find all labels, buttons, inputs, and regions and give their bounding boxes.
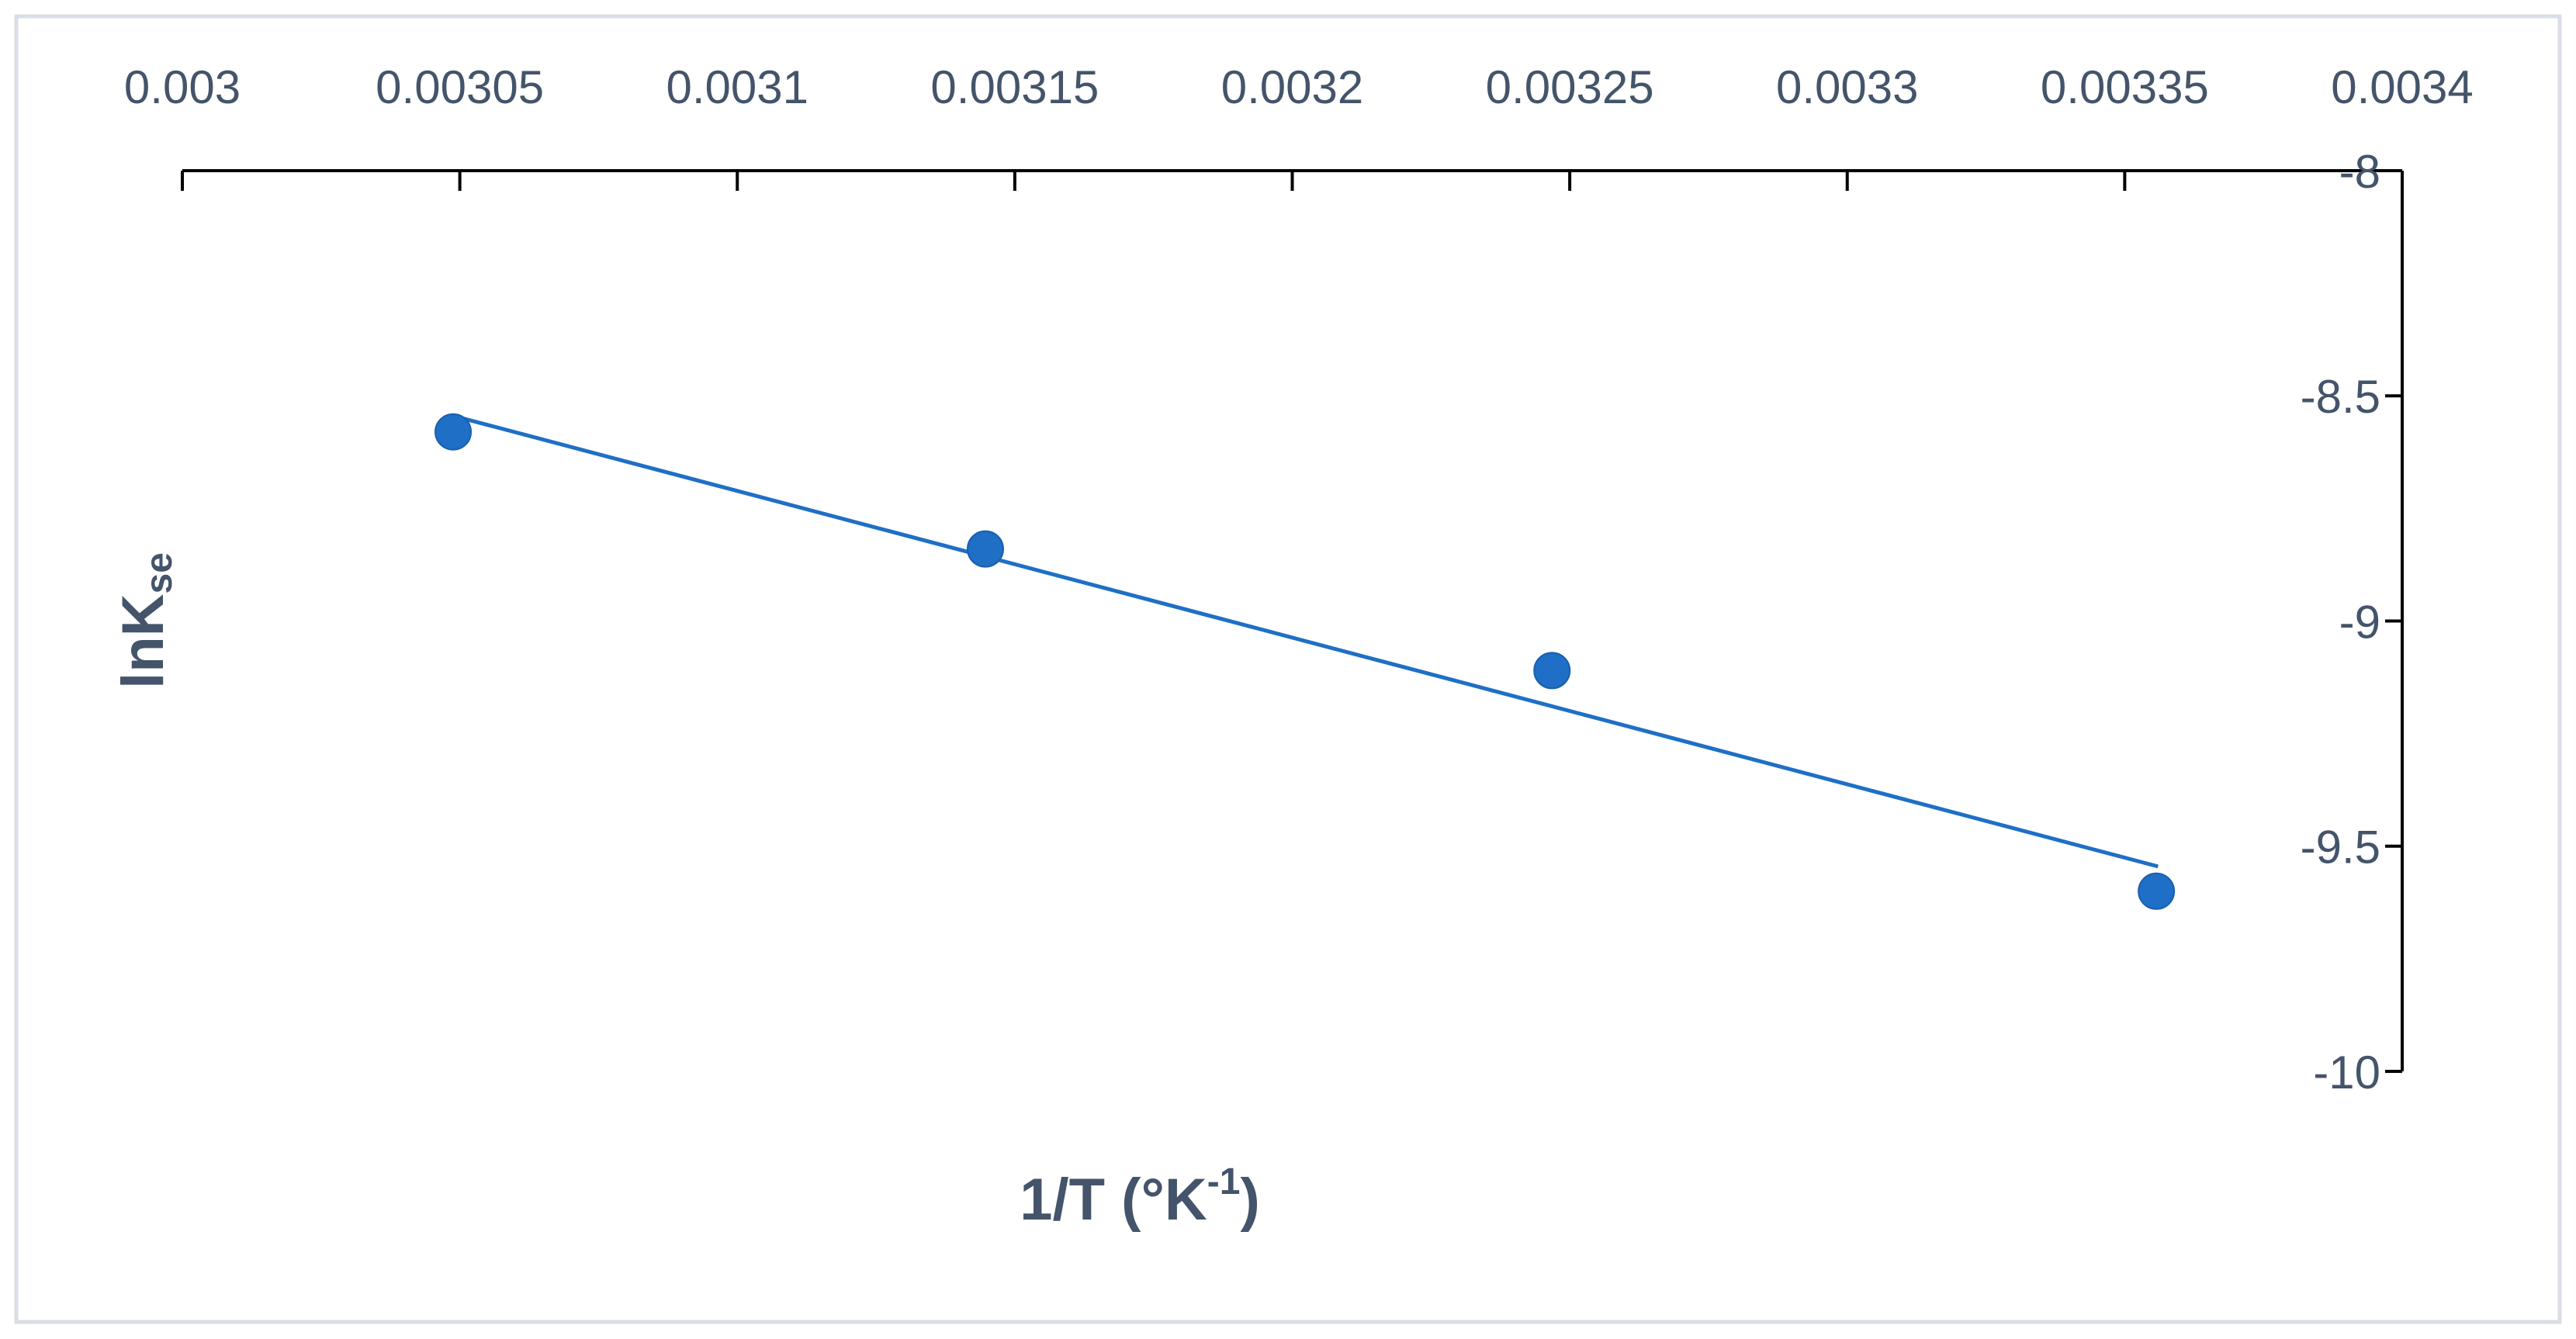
x-tick-label: 0.0034 [2331, 61, 2474, 113]
x-tick-label: 0.0032 [1221, 61, 1364, 113]
chart-frame [14, 14, 2562, 1324]
x-tick-label: 0.0031 [666, 61, 808, 113]
y-label-text: lnK [110, 593, 176, 689]
x-tick-label: 0.00325 [1486, 61, 1654, 113]
x-axis-label: 1/T (°K-1) [1020, 1161, 1260, 1233]
data-point [435, 413, 473, 451]
x-tick-label: 0.00335 [2041, 61, 2209, 113]
x-tick-label: 0.00305 [376, 61, 544, 113]
y-label-sub: se [139, 552, 180, 593]
x-label-end: ) [1240, 1167, 1259, 1233]
y-axis-label: lnKse [110, 552, 180, 689]
data-point [1533, 652, 1571, 690]
trendline [453, 413, 2159, 869]
data-point [966, 530, 1004, 568]
y-tick-label: -9 [2339, 596, 2380, 648]
x-label-sup: -1 [1207, 1161, 1241, 1202]
y-tick-label: -9.5 [2301, 822, 2380, 874]
y-tick-label: -10 [2313, 1047, 2380, 1099]
x-tick-label: 0.003 [124, 61, 241, 113]
y-tick-label: -8.5 [2301, 371, 2380, 423]
x-tick-label: 0.00315 [930, 61, 1099, 113]
x-tick-label: 0.0033 [1776, 61, 1919, 113]
x-label-text: 1/T (°K [1020, 1167, 1207, 1233]
data-point [2138, 872, 2176, 910]
y-tick-label: -8 [2339, 146, 2380, 198]
